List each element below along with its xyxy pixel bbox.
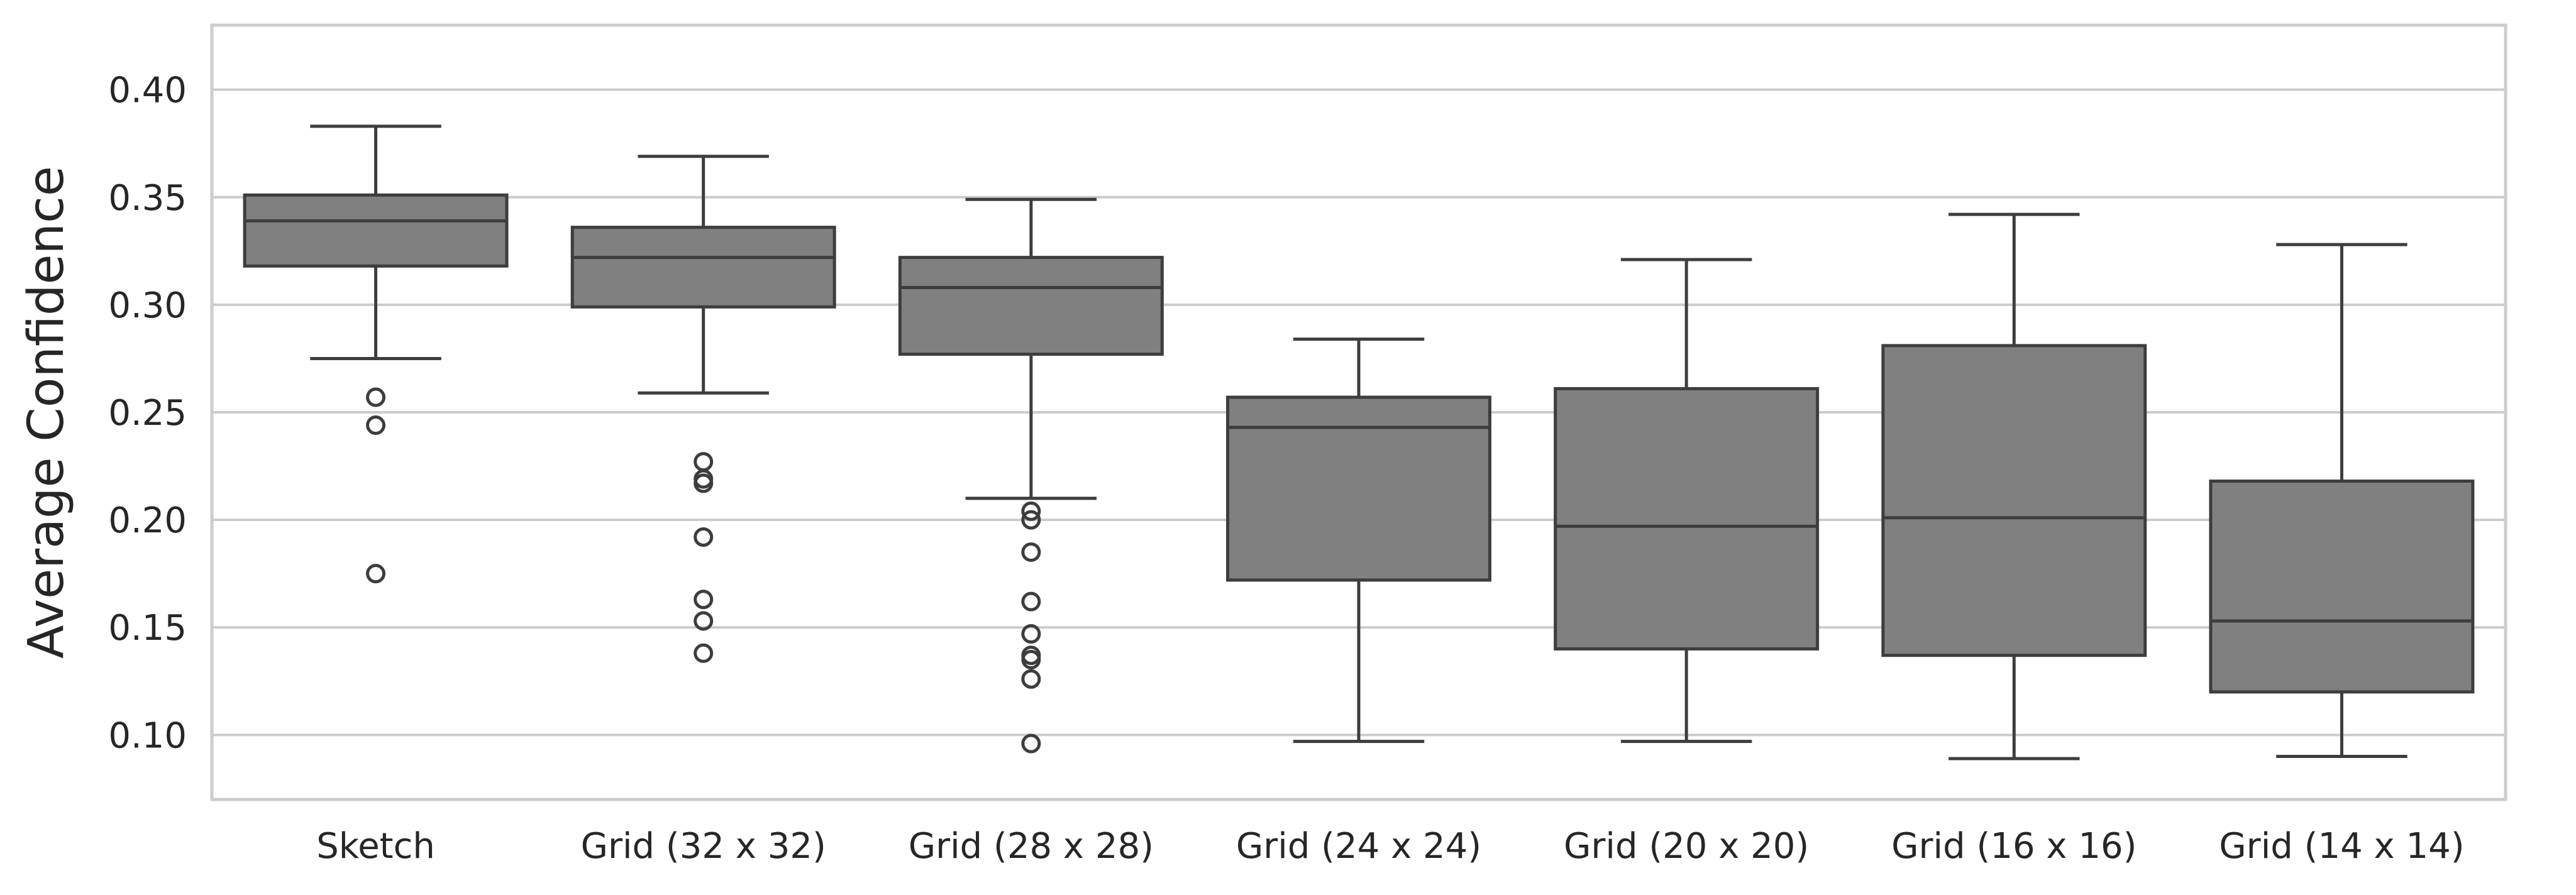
y-tick-label: 0.15 <box>108 608 187 649</box>
outlier-point <box>366 387 386 407</box>
box-iqr <box>1881 344 2147 657</box>
x-tick-label: Grid (32 x 32) <box>581 826 826 867</box>
box-group <box>1226 338 1491 744</box>
outlier-point <box>1021 733 1041 754</box>
x-tick-label: Sketch <box>316 826 435 867</box>
box-group <box>570 155 836 663</box>
outlier-point <box>694 473 714 493</box>
box-group <box>898 197 1164 754</box>
box-iqr <box>1226 395 1491 582</box>
x-tick-label: Grid (28 x 28) <box>909 826 1154 867</box>
box-iqr <box>898 256 1164 356</box>
outlier-point <box>1021 510 1041 530</box>
outlier-point <box>366 564 386 584</box>
box-iqr <box>2209 480 2475 694</box>
x-tick-label: Grid (20 x 20) <box>1564 826 1809 867</box>
outlier-point <box>366 415 386 436</box>
box-series <box>243 124 2475 760</box>
box-iqr <box>1554 387 1820 651</box>
box-group <box>1554 258 1820 744</box>
plot-frame <box>210 23 2507 801</box>
x-tick-label: Grid (14 x 14) <box>2219 826 2464 867</box>
outlier-point <box>1021 669 1041 689</box>
y-tick-label: 0.40 <box>108 70 187 111</box>
outlier-point <box>1021 623 1041 644</box>
box-iqr <box>570 226 836 309</box>
y-tick-label: 0.20 <box>108 500 187 541</box>
y-tick-label: 0.30 <box>108 285 187 326</box>
y-tick-labels: 0.10 0.15 0.20 0.25 0.30 0.35 0.40 <box>108 70 187 757</box>
x-tick-label: Grid (24 x 24) <box>1236 826 1481 867</box>
x-tick-labels: Sketch Grid (32 x 32) Grid (28 x 28) Grid (… <box>316 826 2464 867</box>
y-tick-label: 0.10 <box>108 715 187 756</box>
outlier-point <box>694 643 714 663</box>
outlier-point <box>1021 501 1041 521</box>
outlier-point <box>1021 650 1041 670</box>
y-tick-label: 0.25 <box>108 393 187 434</box>
box-group <box>243 124 509 584</box>
y-tick-label: 0.35 <box>108 178 187 219</box>
outlier-point <box>1021 542 1041 562</box>
box-iqr <box>243 193 509 268</box>
outlier-point <box>694 527 714 547</box>
box-group <box>2209 243 2475 759</box>
outlier-point <box>694 452 714 472</box>
box-group <box>1881 212 2147 760</box>
outlier-point <box>694 611 714 631</box>
y-axis-label: Average Confidence <box>18 166 75 659</box>
outlier-point <box>1021 591 1041 612</box>
outlier-point <box>694 590 714 610</box>
x-tick-label: Grid (16 x 16) <box>1891 826 2137 867</box>
